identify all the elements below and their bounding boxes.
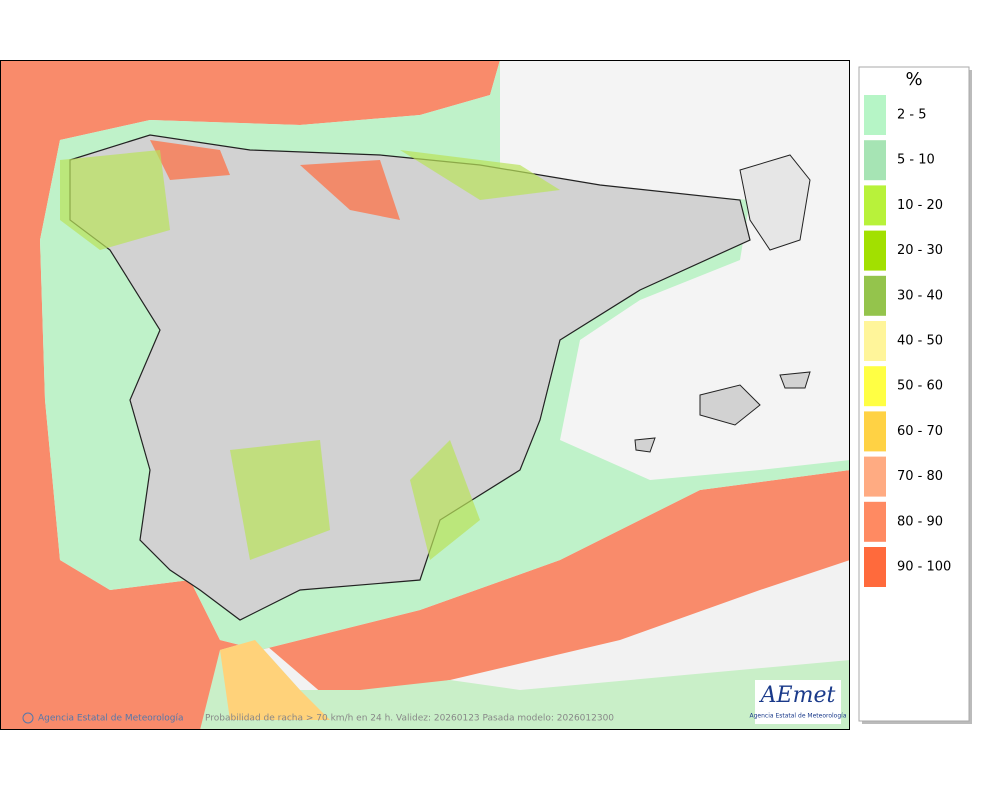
legend-swatch: [864, 140, 886, 181]
map-caption: Probabilidad de racha > 70 km/h en 24 h.…: [205, 714, 614, 724]
map-frame: [0, 60, 850, 730]
high-probability-area: [150, 140, 400, 220]
corsica: [739, 154, 811, 251]
legend-swatch: [864, 230, 886, 271]
north-africa-high: [220, 640, 330, 720]
north-africa: [200, 640, 850, 730]
legend-label: 2 - 5: [897, 108, 927, 123]
legend-label: 5 - 10: [897, 153, 935, 168]
medium-probability-area: [60, 150, 560, 560]
legend-swatch: [864, 411, 886, 452]
map: Agencia Estatal de Meteorología Probabil…: [0, 60, 850, 730]
legend-label: 40 - 50: [897, 334, 943, 349]
legend-label: 20 - 30: [897, 243, 943, 258]
legend-swatch: [864, 95, 886, 135]
logo-name: AEmet: [759, 683, 836, 708]
legend-swatch: [864, 501, 886, 542]
legend-swatch: [864, 547, 886, 587]
legend-swatch: [864, 275, 886, 316]
legend-label: 50 - 60: [897, 379, 943, 394]
legend: % 2 - 5 5 - 10 10 - 20 20 - 30 30 - 40 40 - 5…: [858, 66, 972, 724]
legend-label: 70 - 80: [897, 469, 943, 484]
copyright-icon: [22, 712, 34, 724]
legend-swatch: [864, 456, 886, 497]
legend-label: 30 - 40: [897, 288, 943, 303]
legend-label: 10 - 20: [897, 198, 943, 213]
legend-label: 60 - 70: [897, 424, 943, 439]
legend-swatch: [864, 321, 886, 361]
balearic-islands: [634, 371, 811, 453]
legend-title: %: [905, 69, 922, 90]
legend-label: 80 - 90: [897, 514, 943, 529]
sea-high-probability: [0, 60, 850, 730]
legend-swatch: [864, 185, 886, 226]
legend-swatch: [864, 366, 886, 407]
legend-label: 90 - 100: [897, 560, 951, 575]
credit: Agencia Estatal de Meteorología: [38, 714, 184, 724]
logo-subtitle: Agencia Estatal de Meteorología: [750, 713, 847, 720]
logo-box: [755, 680, 841, 724]
